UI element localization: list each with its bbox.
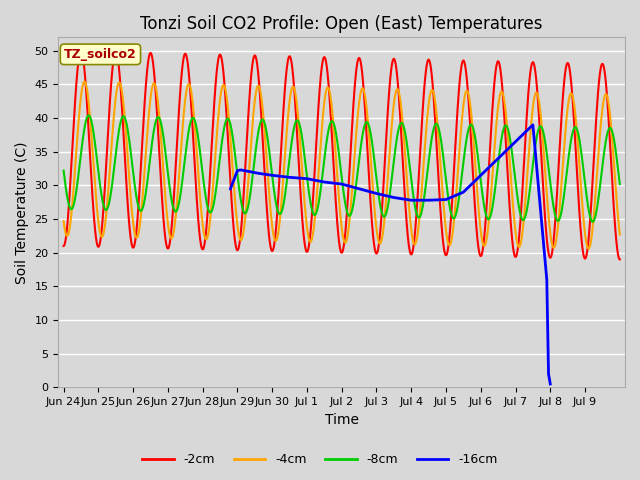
Title: Tonzi Soil CO2 Profile: Open (East) Temperatures: Tonzi Soil CO2 Profile: Open (East) Temp… [140, 15, 543, 33]
Text: TZ_soilco2: TZ_soilco2 [64, 48, 137, 61]
Y-axis label: Soil Temperature (C): Soil Temperature (C) [15, 141, 29, 284]
Legend: -2cm, -4cm, -8cm, -16cm: -2cm, -4cm, -8cm, -16cm [138, 448, 502, 471]
X-axis label: Time: Time [324, 413, 358, 427]
